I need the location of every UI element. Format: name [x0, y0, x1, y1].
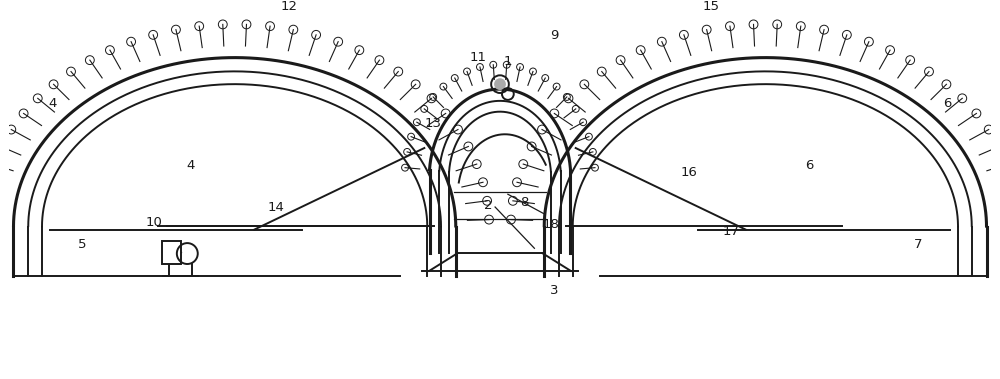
Text: 1: 1 — [504, 55, 512, 68]
Circle shape — [494, 78, 506, 90]
Text: 5: 5 — [78, 238, 87, 251]
Text: 7: 7 — [913, 238, 922, 251]
Bar — [162, 241, 181, 264]
Text: 3: 3 — [550, 284, 558, 297]
Text: 9: 9 — [550, 28, 558, 42]
Text: 13: 13 — [425, 117, 442, 130]
Text: 2: 2 — [484, 199, 492, 211]
Text: 8: 8 — [520, 196, 529, 208]
Text: 18: 18 — [543, 218, 560, 231]
Text: 17: 17 — [722, 225, 739, 238]
Text: 6: 6 — [943, 97, 951, 110]
Text: 15: 15 — [703, 0, 720, 13]
Text: 10: 10 — [146, 216, 162, 229]
Text: 11: 11 — [470, 51, 487, 64]
Text: 14: 14 — [267, 202, 284, 215]
Text: 4: 4 — [186, 159, 195, 172]
Text: 4: 4 — [49, 97, 57, 110]
Text: 16: 16 — [680, 166, 697, 179]
Text: 6: 6 — [805, 159, 814, 172]
Text: 12: 12 — [280, 0, 297, 13]
